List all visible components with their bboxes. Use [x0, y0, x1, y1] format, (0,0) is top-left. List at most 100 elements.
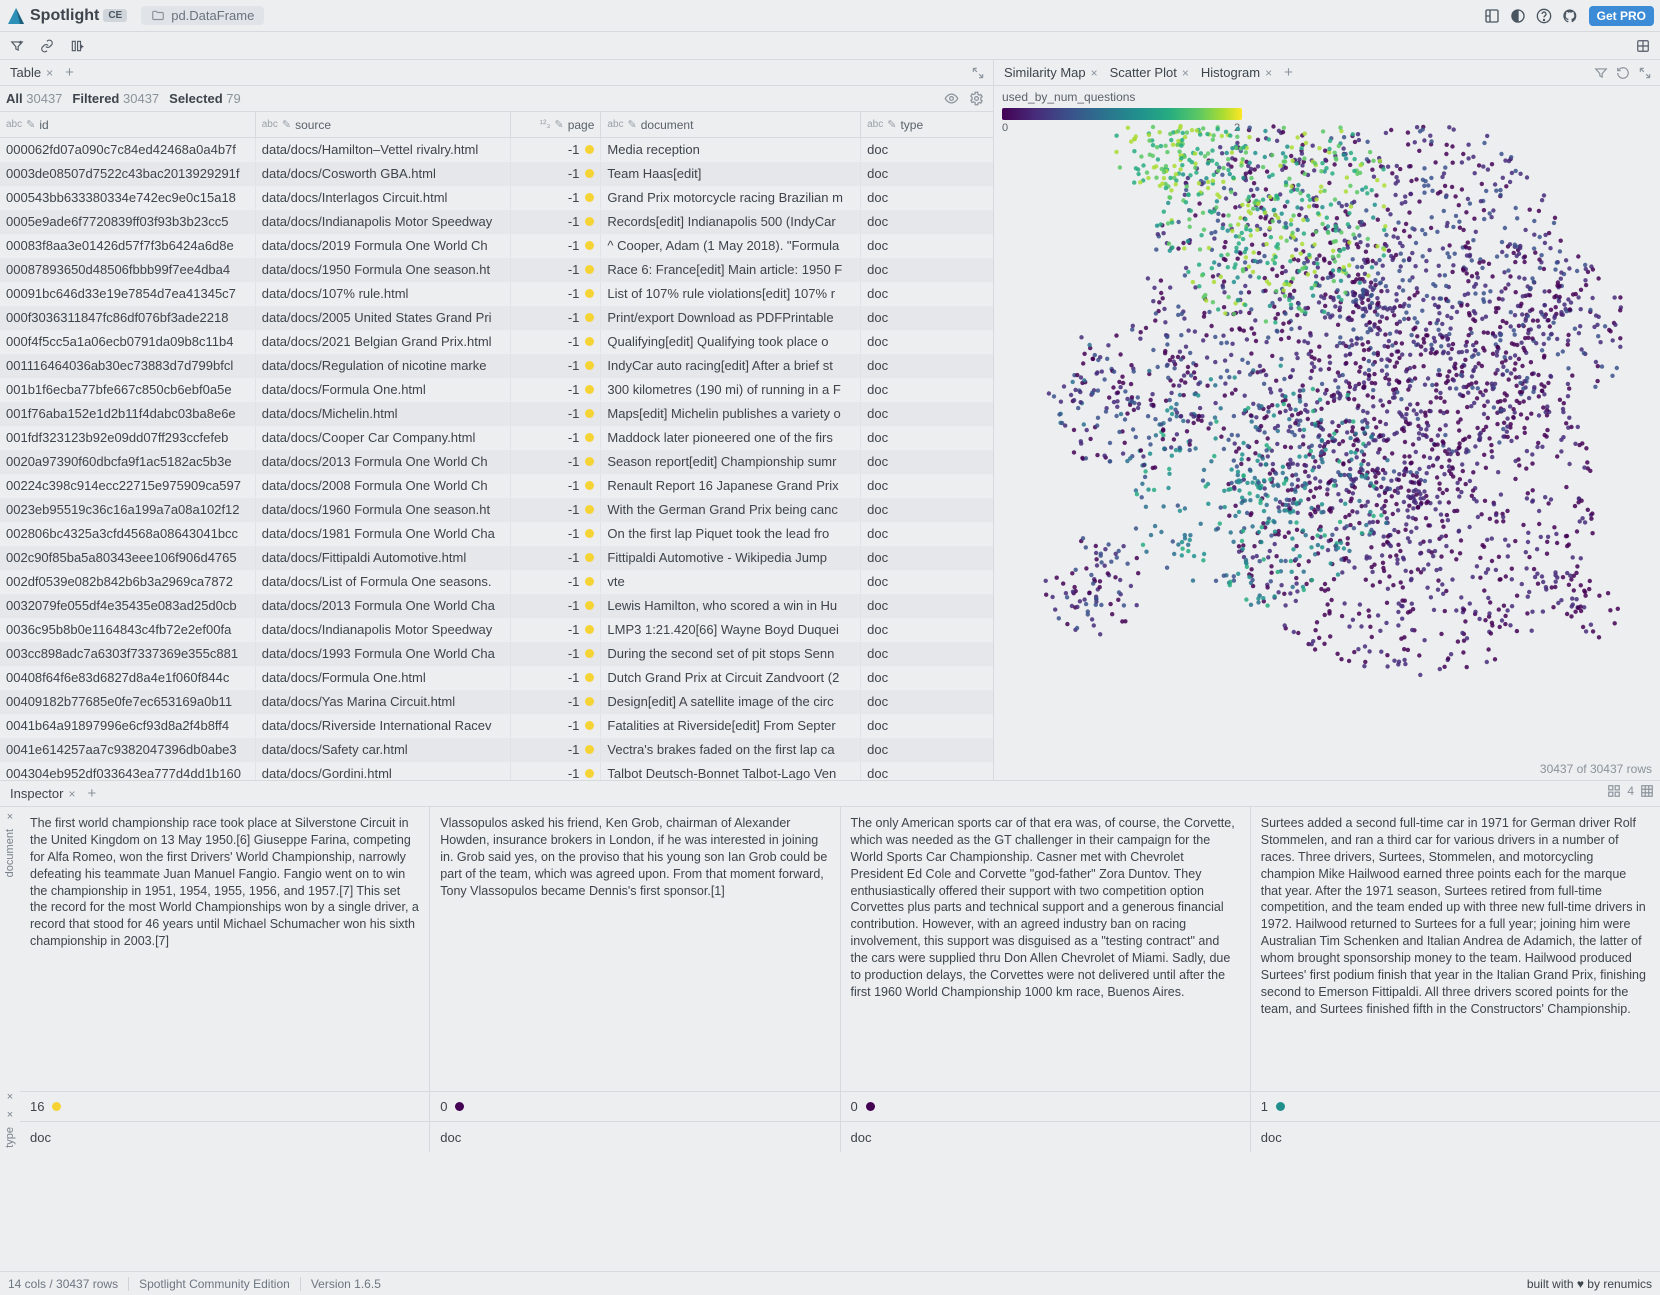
table-row[interactable]: 00408f64f6e83d6827d8a4e1f060f844cdata/do… [0, 666, 993, 690]
table-row[interactable]: 00091bc646d33e19e7854d7ea41345c7data/doc… [0, 282, 993, 306]
cell-id: 0041b64a91897996e6cf93d8a2f4b8ff4 [0, 714, 256, 737]
col-type[interactable]: abc✎type [861, 112, 993, 137]
cell-document: vte [601, 570, 861, 593]
tab-add-button[interactable]: + [1278, 64, 1299, 81]
close-icon[interactable]: × [1091, 66, 1098, 80]
tab-add-button[interactable]: + [59, 64, 80, 81]
table-body[interactable]: 000062fd07a090c7c84ed42468a0a4b7fdata/do… [0, 138, 993, 780]
cell-page: -1 [511, 546, 601, 569]
cell-id: 000f3036311847fc86df076bf3ade2218 [0, 306, 256, 329]
filter-filtered[interactable]: Filtered 30437 [72, 91, 159, 106]
tab-histogram[interactable]: Histogram× [1195, 63, 1278, 82]
table-row[interactable]: 00087893650d48506fbbb99f7ee4dba4data/doc… [0, 258, 993, 282]
cell-page: -1 [511, 282, 601, 305]
cell-page: -1 [511, 258, 601, 281]
table-row[interactable]: 0020a97390f60dbcfa9f1ac5182ac5b3edata/do… [0, 450, 993, 474]
inspector-grid2-icon[interactable] [1640, 784, 1654, 798]
topbar: Spotlight CE pd.DataFrame Get PRO [0, 0, 1660, 32]
cell-document: Fittipaldi Automotive - Wikipedia Jump [601, 546, 861, 569]
table-row[interactable]: 000543bb633380334e742ec9e0c15a18data/doc… [0, 186, 993, 210]
table-row[interactable]: 00409182b77685e0fe7ec653169a0b11data/doc… [0, 690, 993, 714]
close-icon[interactable]: × [1265, 66, 1272, 80]
expand-icon[interactable] [971, 66, 985, 80]
table-row[interactable]: 002df0539e082b842b6b3a2969ca7872data/doc… [0, 570, 993, 594]
table-row[interactable]: 000062fd07a090c7c84ed42468a0a4b7fdata/do… [0, 138, 993, 162]
table-row[interactable]: 0003de08507d7522c43bac2013929291fdata/do… [0, 162, 993, 186]
table-row[interactable]: 00224c398c914ecc22715e975909ca597data/do… [0, 474, 993, 498]
settings-icon[interactable] [969, 91, 984, 106]
github-icon[interactable] [1560, 6, 1580, 26]
panel-layout-button[interactable] [1632, 36, 1654, 56]
table-row[interactable]: 0023eb95519c36c16a199a7a08a102f12data/do… [0, 498, 993, 522]
table-row[interactable]: 001b1f6ecba77bfe667c850cb6ebf0a5edata/do… [0, 378, 993, 402]
rail-close-num[interactable]: × [7, 1091, 13, 1103]
tab-similarity-map[interactable]: Similarity Map× [998, 63, 1104, 82]
cell-id: 0023eb95519c36c16a199a7a08a102f12 [0, 498, 256, 521]
table-row[interactable]: 002806bc4325a3cfd4568a08643041bccdata/do… [0, 522, 993, 546]
cell-id: 001f76aba152e1d2b11f4dabc03ba8e6e [0, 402, 256, 425]
close-icon[interactable]: × [68, 787, 75, 801]
cell-source: data/docs/Safety car.html [256, 738, 512, 761]
cell-type: doc [861, 282, 993, 305]
col-document[interactable]: abc✎document [601, 112, 861, 137]
cell-type: doc [861, 354, 993, 377]
get-pro-button[interactable]: Get PRO [1589, 6, 1654, 26]
filter-selected[interactable]: Selected 79 [169, 91, 241, 106]
cell-source: data/docs/Fittipaldi Automotive.html [256, 546, 512, 569]
rail-close-doc[interactable]: × [7, 811, 13, 823]
tab-add-button[interactable]: + [82, 785, 103, 802]
table-row[interactable]: 001f76aba152e1d2b11f4dabc03ba8e6edata/do… [0, 402, 993, 426]
theme-icon[interactable] [1508, 6, 1528, 26]
inspector-grid-icon[interactable] [1607, 784, 1621, 798]
col-source[interactable]: abc✎source [256, 112, 512, 137]
tab-scatter[interactable]: Scatter Plot× [1104, 63, 1195, 82]
table-row[interactable]: 0036c95b8b0e1164843c4fb72e2ef00fadata/do… [0, 618, 993, 642]
layout-icon[interactable] [1482, 6, 1502, 26]
tab-table[interactable]: Table× [4, 63, 59, 82]
scatter-svg [994, 86, 1660, 780]
expand-icon[interactable] [1638, 66, 1652, 80]
cell-document: Race 6: France[edit] Main article: 1950 … [601, 258, 861, 281]
cell-page: -1 [511, 474, 601, 497]
rail-label-doc: document [4, 829, 16, 877]
cell-source: data/docs/Gordini.html [256, 762, 512, 780]
col-id[interactable]: abc✎id [0, 112, 256, 137]
inspector-type-cell: doc [841, 1122, 1251, 1152]
cell-type: doc [861, 450, 993, 473]
table-row[interactable]: 0005e9ade6f7720839ff03f93b3b23cc5data/do… [0, 210, 993, 234]
close-icon[interactable]: × [46, 66, 53, 80]
table-row[interactable]: 003cc898adc7a6303f7337369e355c881data/do… [0, 642, 993, 666]
reset-icon[interactable] [1616, 66, 1630, 80]
table-tabs: Table× + [0, 60, 993, 86]
filter-icon[interactable] [1594, 66, 1608, 80]
close-icon[interactable]: × [1182, 66, 1189, 80]
tab-inspector[interactable]: Inspector× [4, 784, 82, 803]
visibility-icon[interactable] [944, 91, 959, 106]
table-row[interactable]: 0041b64a91897996e6cf93d8a2f4b8ff4data/do… [0, 714, 993, 738]
table-row[interactable]: 000f3036311847fc86df076bf3ade2218data/do… [0, 306, 993, 330]
table-row[interactable]: 000f4f5cc5a1a06ecb0791da09b8c11b4data/do… [0, 330, 993, 354]
table-row[interactable]: 002c90f85ba5a80343eee106f906d4765data/do… [0, 546, 993, 570]
table-row[interactable]: 00083f8aa3e01426d57f7f3b6424a6d8edata/do… [0, 234, 993, 258]
cell-page: -1 [511, 618, 601, 641]
cell-type: doc [861, 306, 993, 329]
file-chip[interactable]: pd.DataFrame [141, 6, 264, 25]
scatter-plot[interactable]: used_by_num_questions 0 2 30437 of 30437… [994, 86, 1660, 780]
table-row[interactable]: 001fdf323123b92e09dd07ff293ccfefebdata/d… [0, 426, 993, 450]
add-filter-button[interactable] [6, 36, 28, 56]
help-icon[interactable] [1534, 6, 1554, 26]
cell-page: -1 [511, 378, 601, 401]
table-row[interactable]: 0032079fe055df4e35435e083ad25d0cbdata/do… [0, 594, 993, 618]
table-row[interactable]: 004304eb952df033643ea777d4dd1b160data/do… [0, 762, 993, 780]
table-panel: Table× + All 30437 Filtered 30437 Select… [0, 60, 994, 780]
scatter-count: 30437 of 30437 rows [1540, 762, 1652, 776]
cell-page: -1 [511, 210, 601, 233]
filter-all[interactable]: All 30437 [6, 91, 62, 106]
cell-id: 003cc898adc7a6303f7337369e355c881 [0, 642, 256, 665]
add-column-button[interactable] [66, 36, 88, 56]
table-row[interactable]: 0041e614257aa7c9382047396db0abe3data/doc… [0, 738, 993, 762]
table-row[interactable]: 001116464036ab30ec73883d7d799bfcldata/do… [0, 354, 993, 378]
rail-close-type[interactable]: × [7, 1109, 13, 1121]
col-page[interactable]: ¹²₃✎page [511, 112, 601, 137]
add-link-button[interactable] [36, 36, 58, 56]
